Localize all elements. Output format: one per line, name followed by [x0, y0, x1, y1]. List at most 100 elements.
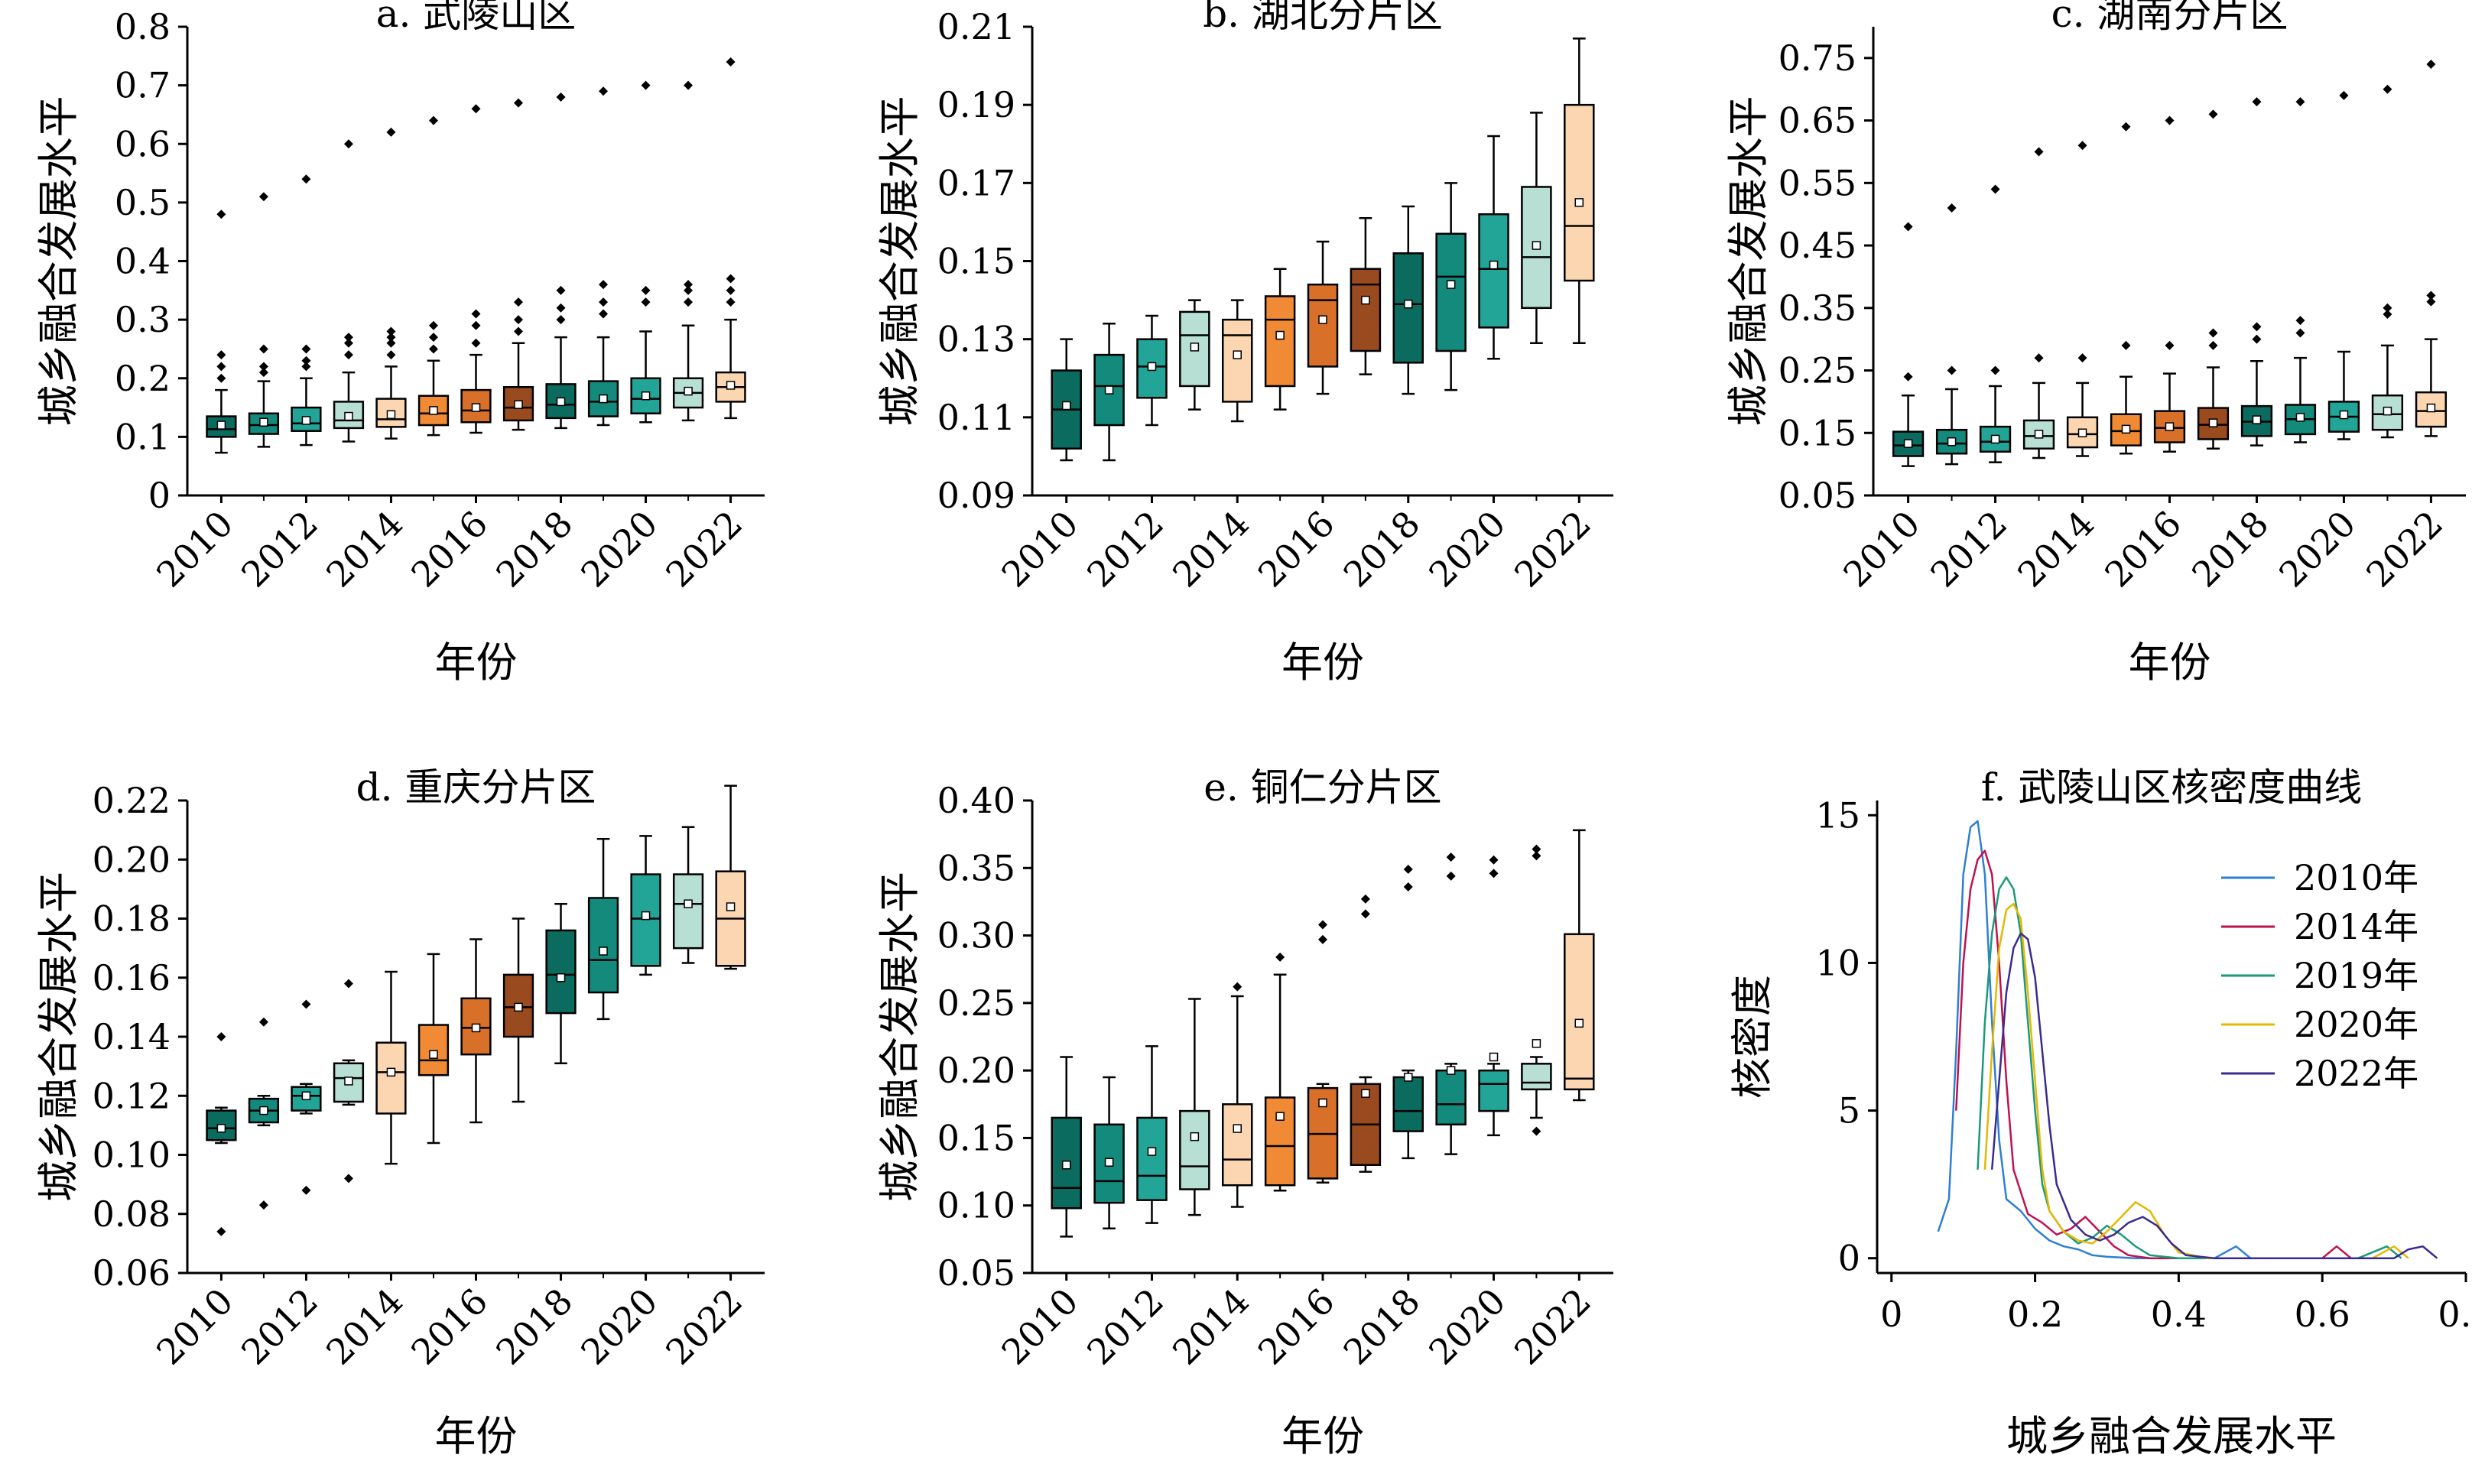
box-2011: [248, 1017, 280, 1210]
y-tick-label: 0.65: [1778, 100, 1856, 141]
y-tick-label: 0.05: [937, 1252, 1015, 1294]
outlier-point: [216, 362, 226, 372]
outlier-point: [2077, 353, 2087, 363]
mean-marker: [386, 410, 396, 420]
mean-marker: [1489, 260, 1499, 270]
x-tick-label: 0.4: [2151, 1294, 2207, 1335]
outlier-point: [386, 338, 396, 348]
y-tick-label: 0.5: [115, 182, 171, 223]
mean-marker: [684, 386, 693, 396]
y-tick-label: 0.10: [937, 1185, 1015, 1226]
y-axis-label: 城乡融合发展水平: [34, 872, 83, 1202]
mean-marker: [1190, 343, 1200, 352]
x-axis-label: 年份: [1281, 638, 1364, 687]
box-body: [1564, 103, 1595, 282]
y-axis-label: 城乡融合发展水平: [1724, 96, 1772, 427]
outlier-point: [343, 979, 353, 989]
mean-marker: [259, 417, 268, 427]
box-2010: [1051, 338, 1082, 462]
outlier-point: [1403, 865, 1413, 875]
outlier-point: [684, 297, 694, 307]
x-tick-label: 2010: [148, 503, 241, 596]
box-2016: [1307, 240, 1339, 395]
box-2018: [2240, 97, 2273, 446]
mean-marker: [2426, 403, 2436, 413]
outlier-point: [2426, 60, 2436, 70]
outlier-point: [1318, 934, 1327, 944]
x-axis-label: 城乡融合发展水平: [2006, 1412, 2337, 1460]
x-tick-label: 2018: [2184, 503, 2276, 596]
box-2010: [206, 1032, 237, 1236]
x-tick-label: 2018: [1336, 1281, 1428, 1373]
y-tick-label: 0.05: [1778, 475, 1856, 516]
box-body: [1564, 933, 1595, 1091]
y-axis-label: 城乡融合发展水平: [875, 872, 924, 1202]
box-2017: [2197, 109, 2230, 450]
y-tick-label: 0.08: [93, 1193, 171, 1235]
mean-marker: [2339, 410, 2349, 420]
outlier-point: [2121, 340, 2131, 350]
y-tick-label: 0.2: [115, 358, 171, 399]
x-tick-label: 2018: [1336, 503, 1428, 596]
box-body: [587, 897, 619, 994]
outlier-point: [514, 326, 524, 336]
outlier-point: [386, 326, 396, 336]
box-2014: [2066, 141, 2099, 457]
x-tick-label: 2010: [1835, 503, 1928, 596]
outlier-point: [1489, 855, 1499, 865]
panel-4: d. 重庆分片区 0.06 0.08 0.10 0.12 0.14 0.16 0.18 0.20…: [34, 765, 765, 1460]
legend: 2010年 2014年 2019年 2020年 2022年: [2221, 857, 2418, 1094]
outlier-point: [2252, 97, 2262, 107]
y-tick-label: 0.35: [937, 847, 1015, 888]
box-2011: [1093, 322, 1125, 462]
outlier-point: [1446, 871, 1456, 881]
y-tick-label: 0.8: [115, 6, 171, 47]
y-tick-label: 0.4: [115, 241, 171, 282]
y-tick-label: 0.7: [115, 65, 171, 106]
box-body: [1264, 1096, 1296, 1187]
mean-marker: [726, 381, 736, 390]
x-tick-label: 2016: [403, 503, 495, 596]
box-body: [1521, 1063, 1552, 1091]
mean-marker: [2165, 422, 2175, 431]
outlier-point: [1990, 365, 2000, 375]
outlier-point: [641, 80, 651, 90]
outlier-point: [1532, 1126, 1541, 1136]
box-2022: [2415, 60, 2448, 437]
y-tick-label: 0.18: [93, 898, 171, 940]
y-tick-label: 0: [1838, 1238, 1860, 1279]
x-tick-label: 2010: [148, 1281, 241, 1373]
box-2022: [715, 784, 746, 970]
x-tick-label: 2014: [318, 503, 411, 596]
mean-marker: [386, 1067, 396, 1077]
outlier-point: [684, 285, 694, 295]
panel-2: b. 湖北分片区 0.09 0.11 0.13 0.15 0.17 0.19 0.21 城乡融合…: [875, 0, 1613, 687]
box-body: [672, 873, 704, 950]
legend-label: 2022年: [2294, 1053, 2418, 1094]
box-body: [1350, 268, 1382, 352]
box-2019: [587, 837, 619, 1021]
x-tick-label: 2012: [233, 503, 326, 596]
outlier-point: [684, 280, 694, 290]
mean-marker: [1404, 299, 1413, 309]
mean-marker: [1990, 434, 2000, 444]
outlier-point: [1360, 909, 1370, 919]
outlier-point: [428, 344, 438, 354]
box-2014: [375, 970, 407, 1165]
outlier-point: [1318, 920, 1327, 930]
mean-marker: [1275, 330, 1285, 340]
x-tick-label: 2014: [318, 1281, 411, 1373]
outlier-point: [726, 57, 736, 67]
mean-marker: [216, 1123, 226, 1133]
box-2019: [587, 86, 619, 427]
mean-marker: [1361, 1089, 1370, 1098]
legend-label: 2019年: [2294, 955, 2418, 996]
x-tick-label: 2014: [2009, 503, 2102, 596]
y-tick-label: 0.45: [1778, 225, 1856, 266]
y-tick-label: 0.15: [1778, 412, 1856, 453]
mean-marker: [1275, 1112, 1285, 1121]
y-tick-label: 0.06: [93, 1252, 171, 1294]
box-body: [1264, 295, 1296, 388]
y-tick-label: 0.40: [937, 780, 1015, 821]
